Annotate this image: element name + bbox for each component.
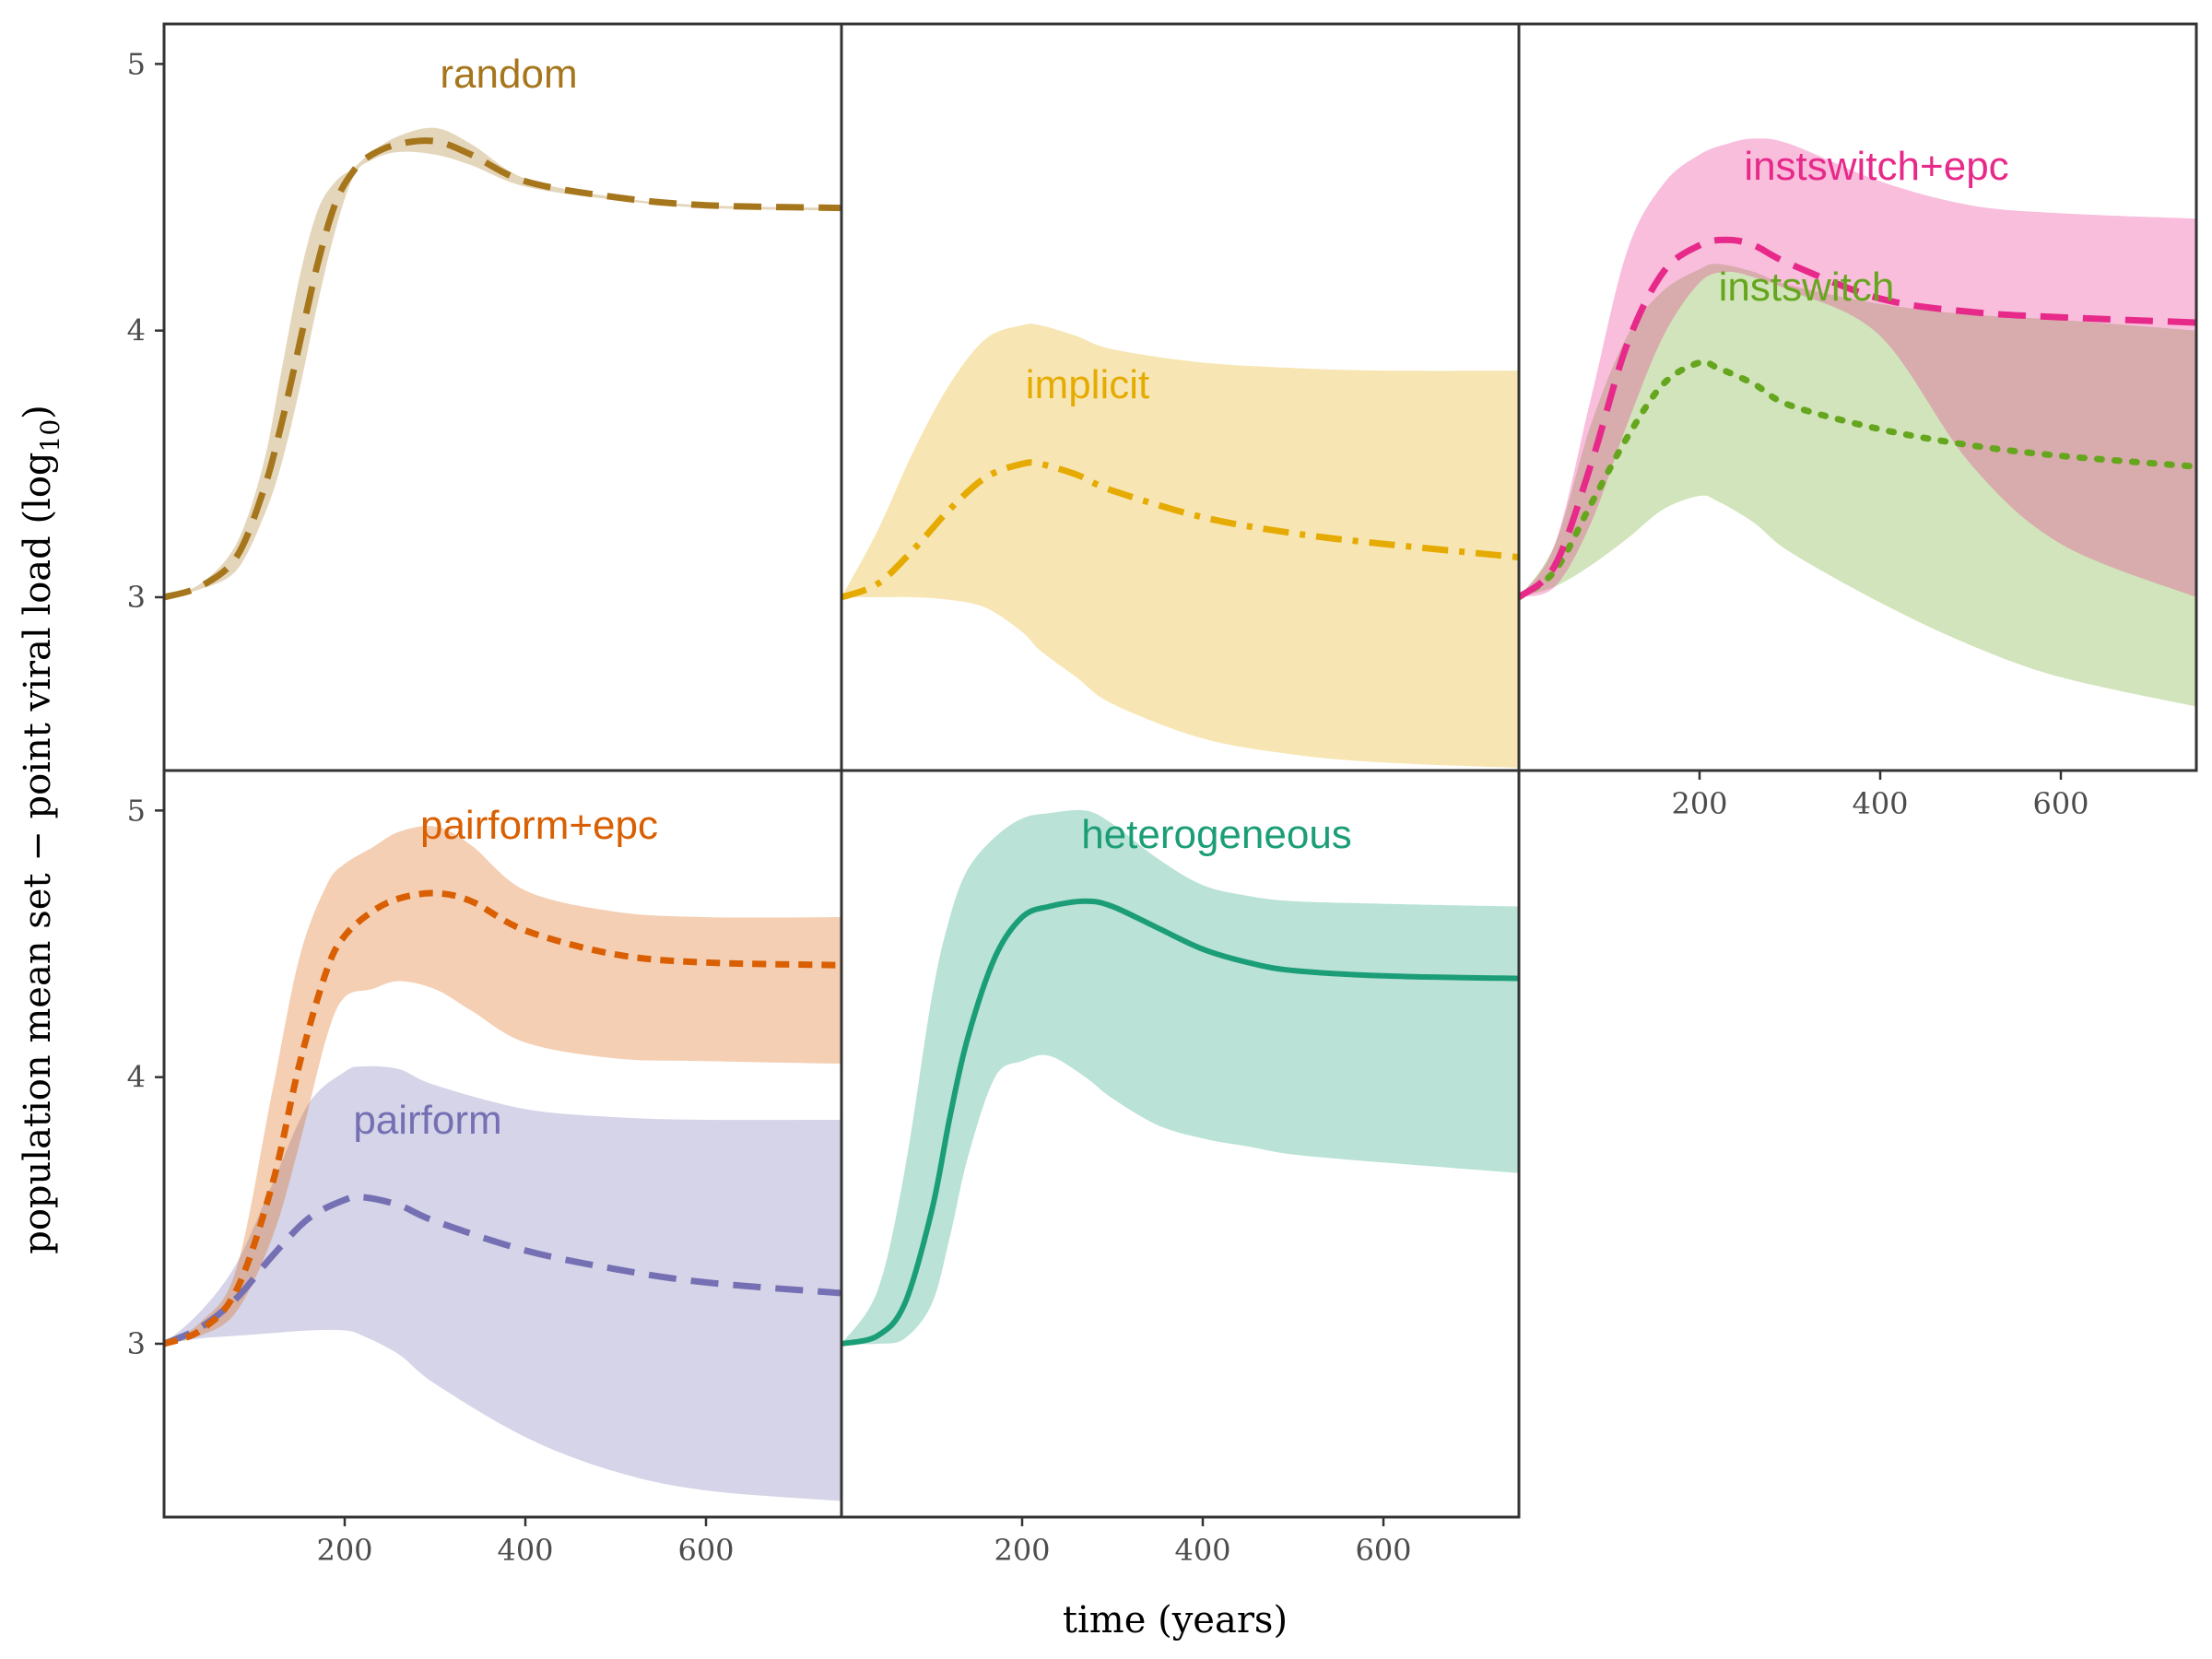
y-tick-label: 5 bbox=[127, 793, 146, 828]
y-tick-label: 4 bbox=[127, 313, 146, 348]
panel-3-plot-area bbox=[1519, 138, 2196, 707]
panel-2-plot-area bbox=[841, 324, 1519, 769]
label-heterogeneous: heterogeneous bbox=[1081, 812, 1352, 857]
x-tick-label: 200 bbox=[994, 1533, 1050, 1568]
label-pairform: pairform bbox=[353, 1098, 501, 1143]
panel-1-border bbox=[162, 22, 843, 772]
ribbon-instswitch bbox=[1519, 264, 2196, 707]
line-random bbox=[164, 137, 841, 601]
x-tick-label: 200 bbox=[1671, 786, 1727, 821]
line-implicit bbox=[841, 459, 1519, 601]
ribbon-random bbox=[164, 127, 841, 597]
y-axis-title-subscript: 10 bbox=[35, 419, 65, 453]
y-axis-title: population mean set − point viral load (… bbox=[17, 405, 65, 1254]
x-tick-label: 400 bbox=[1852, 786, 1908, 821]
label-instswitch: instswitch bbox=[1719, 265, 1895, 310]
x-tick-label: 400 bbox=[1174, 1533, 1230, 1568]
line-instswitch-epc bbox=[1519, 236, 2196, 600]
panel-1-plot-area bbox=[164, 127, 841, 601]
x-tick-label: 200 bbox=[316, 1533, 372, 1568]
panel-3-border bbox=[1517, 22, 2198, 772]
x-tick-label: 400 bbox=[497, 1533, 553, 1568]
label-instswitch-epc: instswitch+epc bbox=[1744, 144, 2008, 189]
y-tick-label: 3 bbox=[127, 1326, 146, 1361]
line-pairform-epc bbox=[164, 889, 841, 1347]
y-tick-label: 5 bbox=[127, 46, 146, 81]
line-instswitch bbox=[1519, 359, 2196, 601]
line-heterogeneous bbox=[841, 898, 1519, 1347]
line-pairform bbox=[164, 1193, 841, 1347]
x-axis-title: time (years) bbox=[1063, 1599, 1288, 1641]
y-tick-label: 3 bbox=[127, 580, 146, 615]
panel-5-border bbox=[840, 769, 1521, 1519]
panels-layer: random implicit instswitch instswitch+epc pa… bbox=[164, 52, 2196, 1501]
y-tick-label: 4 bbox=[127, 1060, 146, 1095]
y-axis-title-close: ) bbox=[17, 405, 59, 419]
x-tick-label: 600 bbox=[1355, 1533, 1411, 1568]
label-implicit: implicit bbox=[1026, 362, 1149, 407]
y-axis-title-main: population mean set − point viral load (… bbox=[17, 452, 59, 1253]
label-random: random bbox=[440, 52, 577, 97]
ribbon-pairform bbox=[164, 1065, 841, 1501]
axes-layer: 3 4 5 200 400 600 3 4 5 200 400 600 200 400 600 bbox=[127, 22, 2198, 1568]
x-tick-label: 600 bbox=[677, 1533, 734, 1568]
panel-5-plot-area bbox=[841, 809, 1519, 1347]
label-pairform-epc: pairform+epc bbox=[420, 803, 658, 848]
panel-4-plot-area bbox=[164, 826, 841, 1501]
ribbon-implicit bbox=[841, 324, 1519, 769]
x-tick-label: 600 bbox=[2032, 786, 2088, 821]
ribbon-heterogeneous bbox=[841, 809, 1519, 1345]
